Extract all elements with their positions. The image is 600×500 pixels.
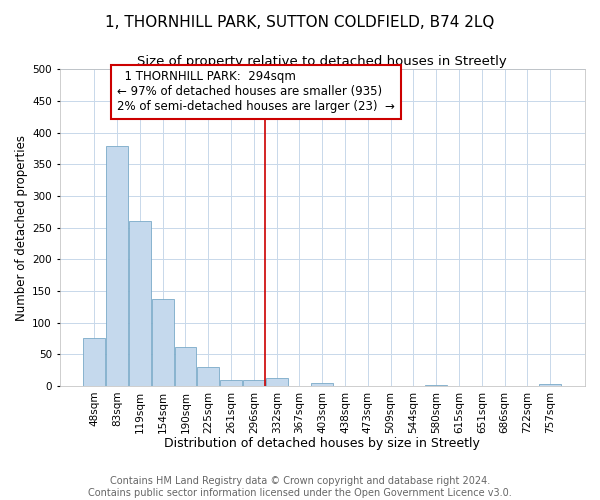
Bar — [83, 338, 105, 386]
Bar — [425, 384, 447, 386]
Bar — [311, 382, 333, 386]
Bar — [129, 221, 151, 386]
Y-axis label: Number of detached properties: Number of detached properties — [15, 134, 28, 320]
Text: Contains HM Land Registry data © Crown copyright and database right 2024.
Contai: Contains HM Land Registry data © Crown c… — [88, 476, 512, 498]
Bar — [106, 146, 128, 386]
Bar — [220, 380, 242, 386]
Text: 1, THORNHILL PARK, SUTTON COLDFIELD, B74 2LQ: 1, THORNHILL PARK, SUTTON COLDFIELD, B74… — [106, 15, 494, 30]
Bar — [152, 299, 173, 386]
Bar — [175, 346, 196, 386]
Bar — [539, 384, 561, 386]
Title: Size of property relative to detached houses in Streetly: Size of property relative to detached ho… — [137, 55, 507, 68]
Text: 1 THORNHILL PARK:  294sqm
← 97% of detached houses are smaller (935)
2% of semi-: 1 THORNHILL PARK: 294sqm ← 97% of detach… — [117, 70, 395, 114]
Bar — [243, 380, 265, 386]
X-axis label: Distribution of detached houses by size in Streetly: Distribution of detached houses by size … — [164, 437, 480, 450]
Bar — [266, 378, 287, 386]
Bar — [197, 368, 219, 386]
